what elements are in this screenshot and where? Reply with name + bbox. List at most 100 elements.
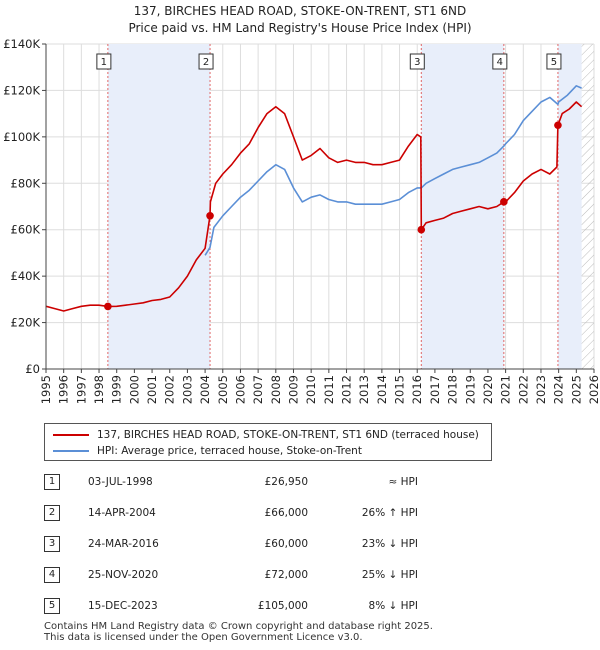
x-tick-label: 2006 [233,375,247,404]
x-tick-label: 2023 [534,375,548,404]
sale-marker-label: 1 [101,57,107,68]
x-tick-label: 1999 [110,375,124,404]
table-row: 5 15-DEC-2023 £105,000 8% ↓ HPI [44,596,504,616]
sale-marker-box [409,53,425,70]
sale-badge: 4 [44,567,60,583]
x-tick-label: 2013 [357,375,371,404]
footer-line1: Contains HM Land Registry data © Crown c… [44,621,433,632]
sale-dot [417,225,426,234]
sale-dots [104,121,562,311]
sale-hpi-comparison: 25% ↓ HPI [361,569,418,581]
sale-date: 03-JUL-1998 [88,476,153,488]
footer-line2: This data is licensed under the Open Gov… [44,632,363,643]
sale-marker-box [96,53,112,70]
x-tick-label: 2020 [481,375,495,404]
x-tick-label: 2014 [375,375,389,404]
x-tick-label: 2017 [428,375,442,404]
chart-title-line1: 137, BIRCHES HEAD ROAD, STOKE-ON-TRENT, … [133,4,467,18]
axis-layer: £0 £20K £40K £60K £80K £100K £120K £140K 1995 199… [3,37,600,404]
hpi-line [204,85,582,256]
chart-title-line2: Price paid vs. HM Land Registry's House … [128,21,472,35]
x-tick-label: 2026 [587,375,600,404]
sale-price: £66,000 [264,507,308,519]
x-tick-label: 2016 [410,375,424,404]
x-tick-label: 2010 [304,375,318,404]
table-row: 3 24-MAR-2016 £60,000 23% ↓ HPI [44,534,504,554]
legend-property-swatch [53,434,89,436]
x-tick-label: 1995 [39,375,53,404]
chart-title: 137, BIRCHES HEAD ROAD, STOKE-ON-TRENT, … [0,3,600,37]
y-tick-label: £20K [11,316,41,330]
sale-badge: 2 [44,505,60,521]
sale-date: 14-APR-2004 [88,507,156,519]
y-tick-label: £120K [3,83,40,97]
legend-property-label: 137, BIRCHES HEAD ROAD, STOKE-ON-TRENT, … [97,429,479,441]
x-tick-label: 2011 [322,375,336,404]
legend-property: 137, BIRCHES HEAD ROAD, STOKE-ON-TRENT, … [53,427,479,443]
x-tick-label: 2009 [286,375,300,404]
sale-hpi-comparison: 26% ↑ HPI [361,507,418,519]
sale-hpi-comparison: 8% ↓ HPI [368,600,418,612]
y-tick-label: £60K [11,223,41,237]
legend: 137, BIRCHES HEAD ROAD, STOKE-ON-TRENT, … [44,423,492,461]
footer: Contains HM Land Registry data © Crown c… [44,621,584,643]
sale-marker-label: 2 [203,57,209,68]
x-tick-label: 2007 [251,375,265,404]
x-tick-label: 2021 [499,375,513,404]
x-tick-label: 2012 [340,375,354,404]
sale-date: 15-DEC-2023 [88,600,158,612]
sale-dot [500,198,508,206]
x-tick-label: 1997 [74,375,88,404]
sale-marker-box [492,53,508,70]
y-tick-label: £80K [11,176,41,190]
y-tick-label: £100K [3,130,40,144]
x-tick-label: 2024 [552,375,566,404]
sale-marker-boxes: 1 2 3 4 5 [96,53,562,70]
sale-dot [206,211,214,220]
x-tick-label: 2019 [463,375,477,404]
x-tick-label: 2015 [393,375,407,404]
sale-hpi-comparison: ≈ HPI [388,476,418,488]
legend-hpi-swatch [53,450,89,452]
y-tick-label: £140K [3,37,40,51]
sale-date: 25-NOV-2020 [88,569,159,581]
x-tick-label: 2001 [145,375,159,404]
sale-price: £26,950 [264,476,308,488]
forecast-hatch [581,44,594,369]
x-tick-label: 1996 [57,375,71,404]
sale-price: £72,000 [264,569,308,581]
sale-marker-box [546,53,562,70]
sale-badge: 1 [44,474,60,490]
sale-hpi-comparison: 23% ↓ HPI [361,538,418,550]
x-tick-label: 2005 [216,375,230,404]
shaded-period [557,44,582,369]
sale-price: £105,000 [257,600,308,612]
x-tick-label: 2008 [269,375,283,404]
sale-date: 24-MAR-2016 [88,538,159,550]
x-tick-label: 1998 [92,375,106,404]
y-tick-label: £40K [11,269,41,283]
x-tick-label: 2022 [516,375,530,404]
sale-badge: 3 [44,536,60,552]
y-tick-label: £0 [25,362,40,376]
sale-marker-label: 3 [414,57,420,68]
table-row: 2 14-APR-2004 £66,000 26% ↑ HPI [44,503,504,523]
sale-marker-box [198,53,214,70]
sale-dot [104,302,112,311]
table-row: 4 25-NOV-2020 £72,000 25% ↓ HPI [44,565,504,585]
x-tick-label: 2025 [569,375,583,404]
sale-dot [554,121,562,130]
legend-hpi-label: HPI: Average price, terraced house, Stok… [97,445,362,457]
sale-marker-label: 4 [497,57,503,68]
shade-layer [107,44,594,369]
shaded-period [107,44,211,369]
sale-badge: 5 [44,598,60,614]
x-tick-label: 2002 [163,375,177,404]
shaded-period [421,44,504,369]
x-tick-label: 2018 [446,375,460,404]
legend-hpi: HPI: Average price, terraced house, Stok… [53,443,362,459]
x-tick-label: 2004 [198,375,212,404]
x-tick-label: 2000 [127,375,141,404]
sale-marker-label: 5 [551,57,557,68]
